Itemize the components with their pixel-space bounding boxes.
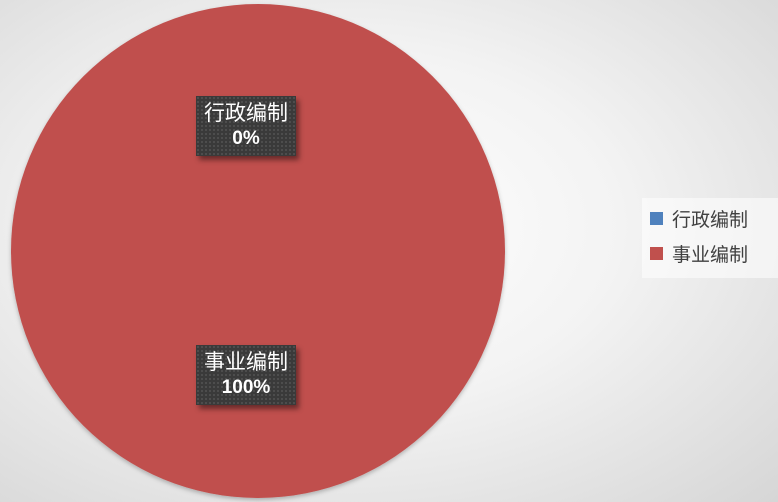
- legend-swatch-red: [650, 246, 663, 260]
- data-label-shiye: 事业编制 100%: [196, 345, 296, 405]
- legend-item-shiye: 事业编制: [650, 238, 748, 268]
- data-label-percent: 100%: [221, 377, 271, 398]
- pie-slices: [11, 4, 505, 498]
- chart-legend: 行政编制 事业编制: [642, 198, 778, 278]
- legend-label: 行政编制: [672, 208, 749, 231]
- legend-item-xingzheng: 行政编制: [650, 203, 748, 233]
- data-label-percent: 0%: [232, 128, 260, 149]
- data-label-xingzheng: 行政编制 0%: [196, 96, 296, 156]
- legend-swatch-blue: [650, 211, 663, 225]
- data-label-category: 行政编制: [204, 101, 288, 125]
- legend-label: 事业编制: [672, 243, 749, 266]
- pie-slice-shiye: [11, 4, 505, 498]
- data-label-category: 事业编制: [204, 350, 288, 374]
